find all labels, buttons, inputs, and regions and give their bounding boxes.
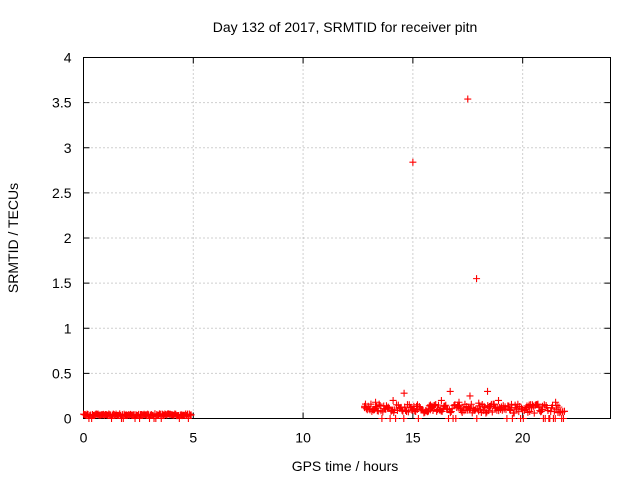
data-point [551,415,559,422]
data-point [378,415,386,422]
data-point [400,415,408,422]
y-tick-label: 2.5 [52,185,72,201]
data-point [466,392,474,400]
data-point [534,400,542,408]
data-point [508,415,516,422]
data-point [187,411,195,419]
data-point [400,389,408,397]
data-point [475,399,483,407]
y-axis-label: SRMTID / TECUs [5,183,21,293]
data-point [526,407,534,415]
data-point [473,275,481,283]
data-point [559,415,567,422]
chart-title: Day 132 of 2017, SRMTID for receiver pit… [213,19,478,35]
data-point [467,400,475,408]
data-point [484,387,492,395]
y-tick-label: 3.5 [52,95,72,111]
plot-frame [83,57,611,419]
data-point [538,405,546,413]
data-point [552,398,560,406]
data-point [455,398,463,406]
data-point [538,407,546,415]
data-point [108,415,116,422]
data-point [519,415,527,422]
data-point [452,415,460,422]
data-point [530,409,538,417]
data-point [375,400,383,408]
data-point [485,407,493,415]
data-point [392,415,400,422]
tick-layer: 0 5 10 15 20 0 0.5 1 1.5 2 2.5 3 3.5 4 [52,50,611,446]
data-point [510,409,518,417]
x-tick-label: 10 [295,430,311,446]
data-point [446,387,454,395]
data-point [413,405,421,413]
data-point [535,403,543,411]
data-point [560,407,568,415]
y-tick-label: 0 [64,411,72,427]
y-tick-label: 3 [64,140,72,156]
y-tick-label: 2 [64,230,72,246]
data-point [442,401,450,409]
data-point [389,396,397,404]
data-point [384,403,392,411]
data-point [495,396,503,404]
data-point [525,401,533,409]
data-point [404,408,412,416]
data-point [429,406,437,414]
data-point [434,401,442,409]
data-point [555,403,563,411]
data-point [508,404,516,412]
x-axis-label: GPS time / hours [292,458,399,474]
y-tick-label: 1.5 [52,275,72,291]
data-point [367,400,375,408]
data-point [437,396,445,404]
data-point [464,95,472,103]
grid-layer [83,57,611,419]
data-point [409,158,417,166]
data-point [446,409,454,417]
x-tick-label: 5 [189,430,197,446]
y-tick-label: 4 [64,50,72,66]
data-point [372,398,380,406]
data-point [414,415,422,422]
data-point [473,415,481,422]
x-tick-label: 20 [515,430,531,446]
data-point [136,415,144,422]
y-tick-label: 0.5 [52,365,72,381]
x-tick-label: 0 [80,430,88,446]
y-tick-label: 1 [64,320,72,336]
data-point [488,408,496,416]
points-layer [80,95,568,422]
x-tick-label: 15 [405,430,421,446]
data-point [361,404,369,412]
data-point [426,401,434,409]
